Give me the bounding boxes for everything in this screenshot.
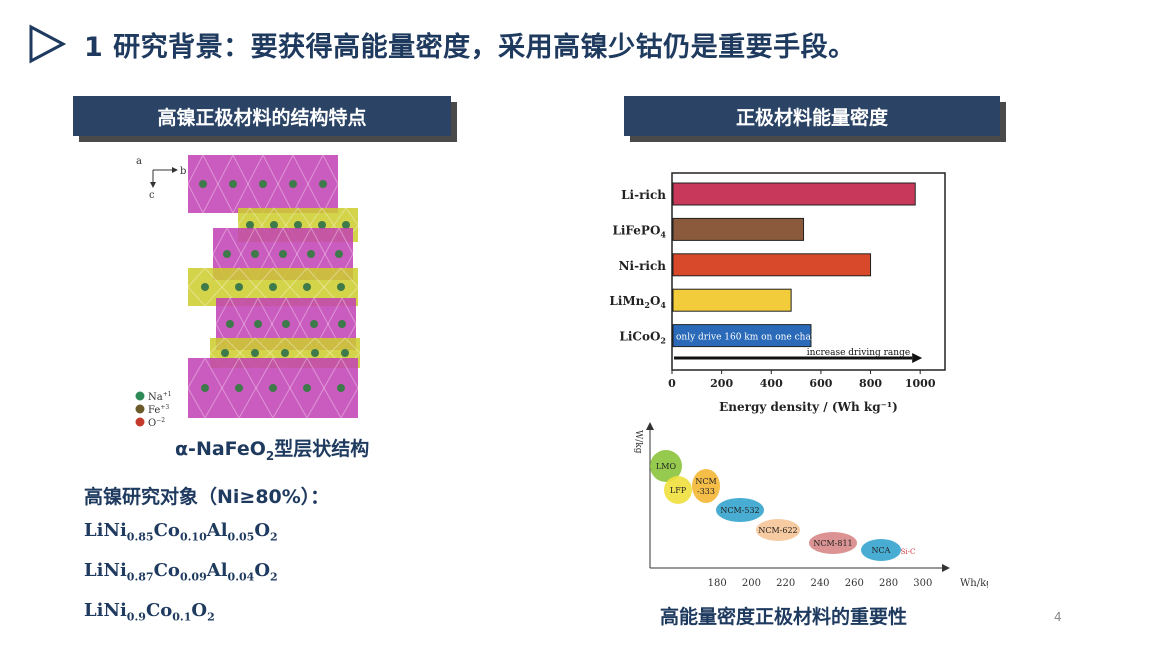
x-tick-label: 800 (859, 377, 882, 390)
bar-category-label: LiFePO4 (612, 223, 666, 239)
bar-category-label: LiCoO2 (619, 330, 666, 346)
bar-3 (672, 288, 792, 312)
bar-annotation: only drive 160 km on one charge (676, 333, 826, 343)
energy-density-bar-chart: Li-rich LiFePO4 Ni-rich LiMn2O4 LiCoO2 only d… (609, 172, 946, 414)
bar-0 (672, 182, 916, 206)
bar-category-label: Li-rich (621, 188, 666, 202)
slide-title-row: 1 研究背景：要获得高能量密度，采用高镍少钴仍是重要手段。 (28, 22, 856, 66)
cathode-importance-caption: 高能量密度正极材料的重要性 (660, 606, 908, 628)
axis-a-label: a (136, 156, 142, 167)
x-axis-label: Wh/kg (960, 578, 988, 589)
crystal-structure-caption: α-NaFeO2型层状结构 (175, 438, 370, 463)
legend-na-label: Na+1 (148, 391, 172, 403)
bar-category-label: LiMn2O4 (609, 294, 666, 310)
study-object-heading: 高镍研究对象（Ni≥80%）： (84, 486, 330, 508)
page-number: 4 (1054, 610, 1062, 624)
x-tick-label: 280 (879, 578, 898, 589)
formula-nca-85: LiNi0.85Co0.10Al0.05O2 (84, 520, 278, 544)
legend-fe-label: Fe+3 (148, 404, 169, 416)
x-tick-label: 220 (776, 578, 795, 589)
formula-nc-90: LiNi0.9Co0.1O2 (84, 600, 215, 624)
x-tick-label: 0 (668, 377, 676, 390)
x-tick-label: 300 (913, 578, 932, 589)
power-energy-bubble-chart: W/kg Wh/kg 180 200 220 240 260 280 300 LMO LFP NCM-… (633, 422, 988, 589)
formula-nca-87: LiNi0.87Co0.09Al0.04O2 (84, 560, 278, 584)
x-tick-label: 400 (760, 377, 783, 390)
y-axis-label: W/kg (633, 430, 643, 454)
crystal-axis-indicator: a b c (136, 156, 186, 201)
legend-o-label: O−2 (148, 417, 165, 429)
bubble-1 (664, 476, 692, 504)
bubble-5 (809, 532, 857, 554)
bubble-6 (861, 539, 901, 561)
bubble-0 (650, 450, 682, 482)
arrow-annotation: increase driving range (807, 348, 910, 358)
x-tick-label: 180 (708, 578, 727, 589)
bubble-label: NCA (872, 546, 891, 555)
x-tick-label: 260 (845, 578, 864, 589)
slide-title: 1 研究背景：要获得高能量密度，采用高镍少钴仍是重要手段。 (84, 31, 856, 63)
x-tick-label: 600 (809, 377, 832, 390)
x-tick-label: 1000 (905, 377, 936, 390)
x-axis-label: Energy density / (Wh kg⁻¹) (719, 400, 898, 414)
bubble-label: NCM-811 (813, 539, 852, 548)
axis-c-label: c (149, 190, 155, 201)
bubble-4 (756, 519, 800, 541)
bubble-label: NCM -333 (695, 477, 716, 496)
bubble-label: NCM-532 (720, 506, 759, 515)
play-arrow-icon (29, 24, 66, 64)
bubble-label: Si-C (901, 548, 916, 556)
x-tick-label: 240 (810, 578, 829, 589)
x-tick-label: 200 (742, 578, 761, 589)
bubble-label: LFP (670, 486, 687, 495)
bubble-3 (716, 498, 764, 522)
bubble-2 (692, 469, 720, 503)
x-tick-label: 200 (710, 377, 733, 390)
left-section-banner: 高镍正极材料的结构特点 (73, 96, 451, 136)
bar-1 (672, 217, 805, 241)
bubble-label: LMO (656, 462, 677, 471)
axis-b-label: b (180, 166, 186, 177)
layered-crystal-structure-image: a b c Na+1 Fe+3 O−2 (135, 153, 361, 429)
crystal-legend: Na+1 Fe+3 O−2 (135, 391, 172, 429)
bubble-label: NCM-622 (758, 526, 797, 535)
bar-2 (672, 253, 872, 277)
right-section-banner: 正极材料能量密度 (624, 96, 1000, 136)
bar-4 (672, 324, 812, 348)
crystal-octahedra-layers (187, 153, 361, 420)
bar-category-label: Ni-rich (619, 259, 667, 273)
